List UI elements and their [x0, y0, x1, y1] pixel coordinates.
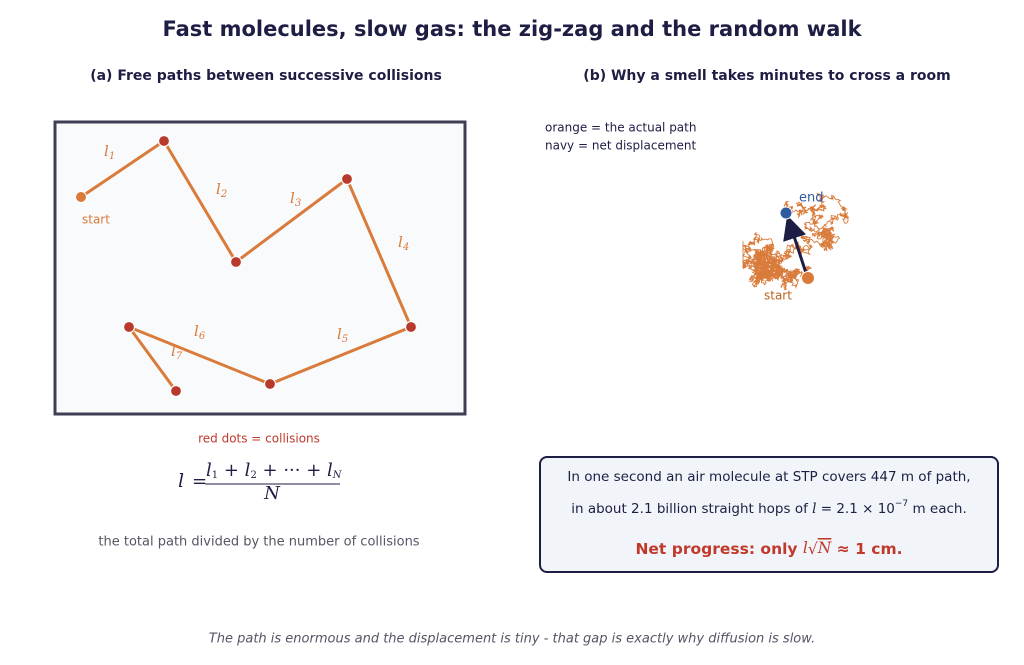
- segment-label: l2: [216, 180, 227, 200]
- segment-label: l4: [398, 233, 409, 253]
- subscript: 5: [342, 334, 348, 345]
- subscript: 1: [212, 470, 218, 481]
- segment-label: l5: [337, 325, 348, 345]
- collision-dot: [157, 134, 171, 148]
- start-dot: [75, 191, 87, 203]
- info-line: in about 2.1 billion straight hops of l …: [571, 499, 967, 518]
- info-box: [539, 456, 999, 573]
- text: 1 cm.: [855, 540, 902, 558]
- collision-dot: [169, 384, 183, 398]
- operator: + ··· +: [257, 460, 327, 481]
- symbol: l: [398, 233, 403, 251]
- segment-label: l7: [171, 342, 183, 362]
- start-label: start: [764, 289, 792, 303]
- collision-dot: [340, 172, 354, 186]
- text: ≈: [831, 540, 855, 558]
- text: in about 2.1 billion straight hops of: [571, 501, 812, 517]
- subscript: 7: [176, 351, 183, 362]
- segment-label: l3: [290, 189, 301, 209]
- note: red dots = collisions: [198, 432, 320, 446]
- formula-equals: =: [192, 471, 207, 492]
- subscript: 2: [250, 470, 256, 481]
- collision-dot: [229, 255, 243, 269]
- symbol: l: [812, 501, 816, 517]
- walk-start: [801, 271, 815, 285]
- segment-label: l1: [104, 142, 115, 162]
- displacement-arrow: [783, 215, 808, 274]
- collision-dot: [122, 320, 136, 334]
- random-walk: [741, 193, 850, 291]
- symbol: l: [104, 142, 109, 160]
- collisions: [122, 134, 418, 398]
- text: m each.: [908, 501, 967, 517]
- info-line: In one second an air molecule at STP cov…: [567, 469, 970, 485]
- subscript: N: [332, 470, 343, 481]
- symbol: l: [194, 322, 199, 340]
- symbol: N: [817, 539, 833, 557]
- caption: the total path divided by the number of …: [98, 535, 419, 550]
- zigzag-path: [80, 138, 413, 392]
- symbol: l: [337, 325, 342, 343]
- subscript: 1: [109, 151, 115, 162]
- superscript: −7: [895, 499, 908, 509]
- legend-text: orange = the actual path: [545, 121, 696, 135]
- subscript: 4: [402, 242, 409, 253]
- panel-title: (b) Why a smell takes minutes to cross a…: [583, 68, 950, 84]
- subscript: 6: [199, 331, 206, 342]
- walk-end: [779, 206, 793, 220]
- formula-numerator: l1 + l2 + ··· + lN: [206, 460, 343, 481]
- symbol: l: [290, 189, 295, 207]
- info-highlight: Net progress: only l√N ≈ 1 cm.: [635, 539, 902, 558]
- text: Net progress: only: [635, 540, 802, 558]
- formula: l = l1 + l2 + ··· + lN N: [178, 460, 343, 504]
- symbol: l: [206, 460, 212, 481]
- formula-denominator: N: [263, 483, 281, 504]
- title: Fast molecules, slow gas: the zig-zag an…: [162, 17, 862, 41]
- subscript: 2: [220, 189, 227, 200]
- start-label: start: [82, 213, 110, 227]
- subscript: 3: [295, 198, 301, 209]
- root-sign: √: [808, 540, 818, 558]
- operator: +: [218, 460, 245, 481]
- legend-text: navy = net displacement: [545, 139, 697, 153]
- panel-frame: [53, 120, 467, 416]
- symbol: l: [171, 342, 176, 360]
- end-label: end: [799, 191, 824, 206]
- formula-lhs: l: [178, 470, 184, 492]
- symbol: l: [216, 180, 221, 198]
- panel-title: (a) Free paths between successive collis…: [90, 68, 442, 84]
- footer: The path is enormous and the displacemen…: [209, 632, 815, 647]
- symbol: l: [245, 460, 251, 481]
- collision-dot: [263, 377, 277, 391]
- symbol: l: [327, 460, 333, 481]
- collision-dot: [404, 320, 418, 334]
- text: = 2.1 × 10: [816, 501, 894, 517]
- segment-label: l6: [194, 322, 206, 342]
- symbol: l: [803, 539, 808, 557]
